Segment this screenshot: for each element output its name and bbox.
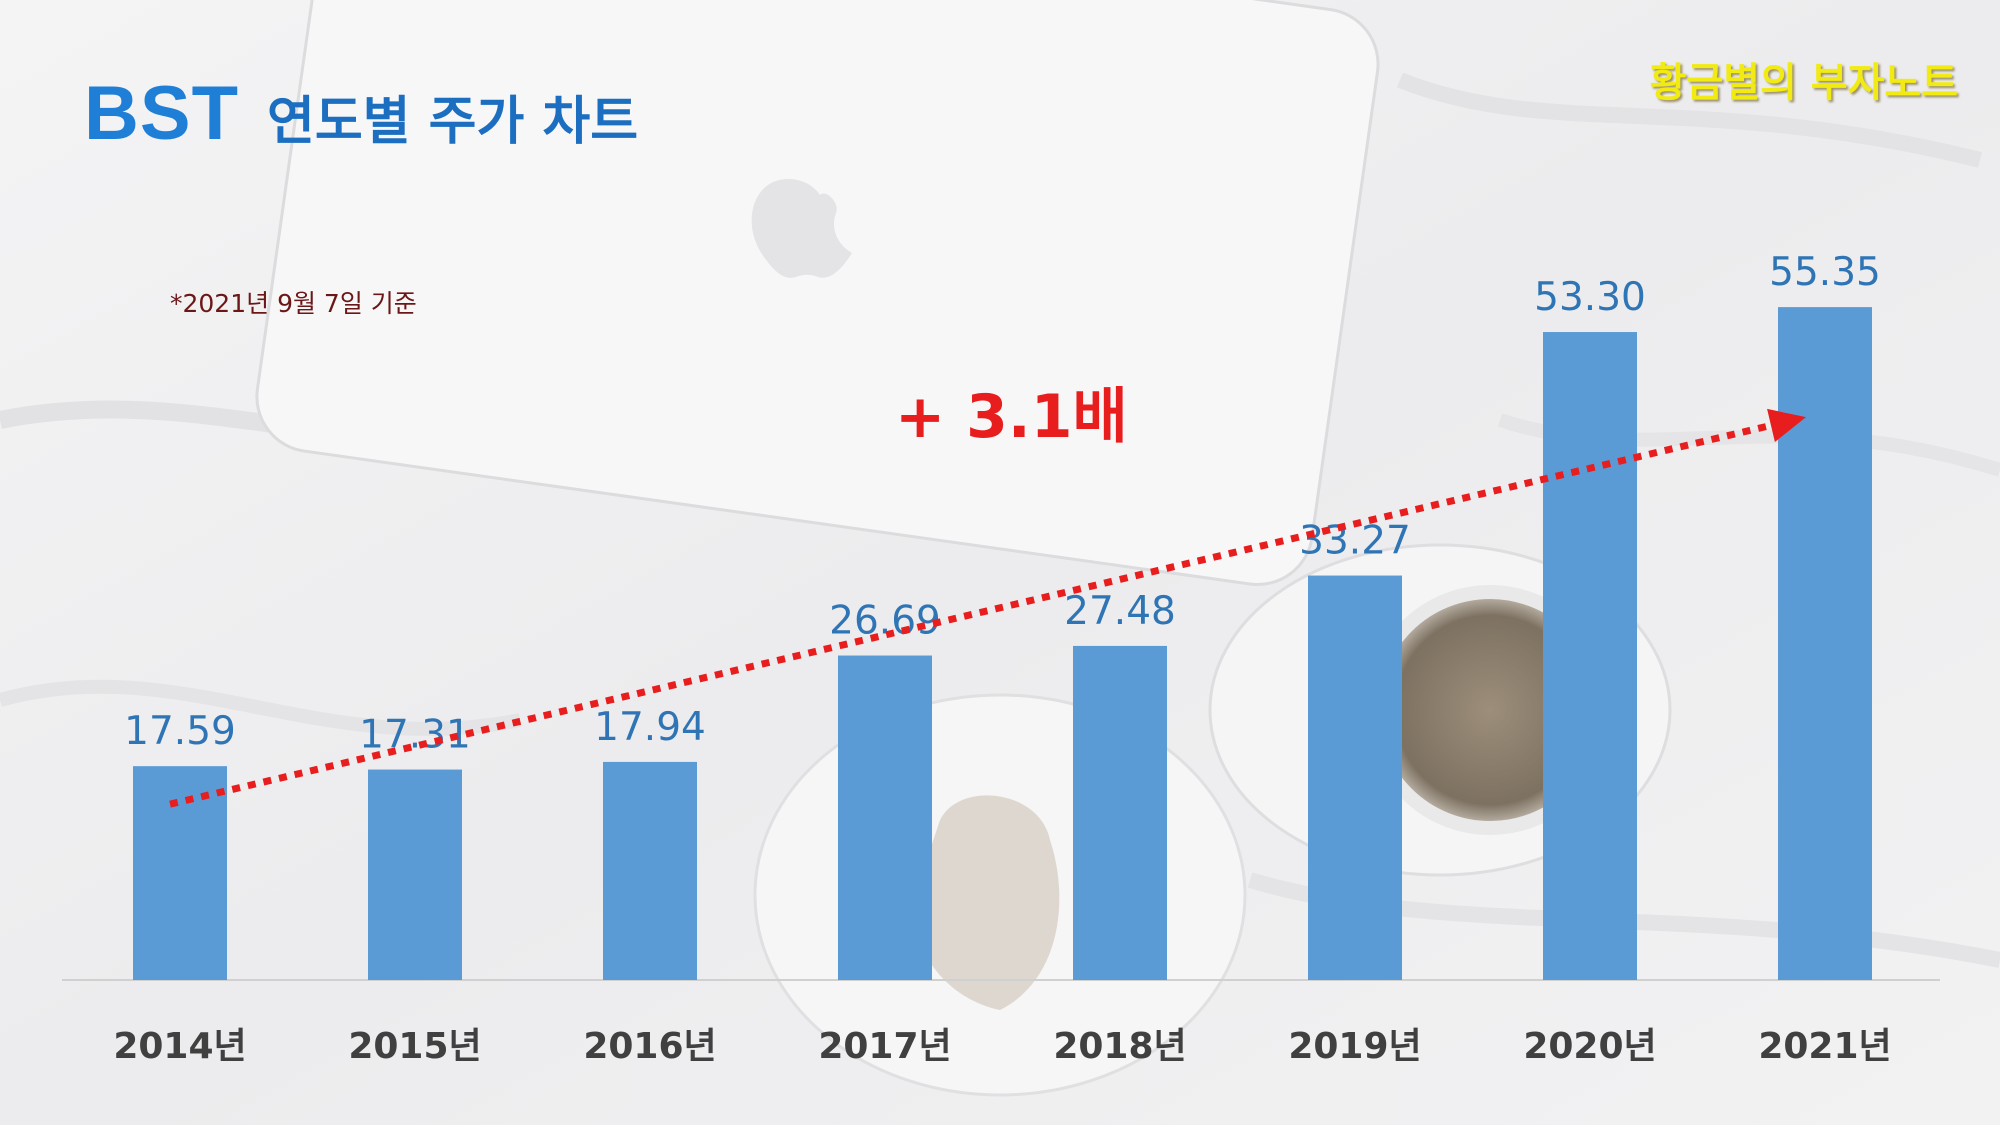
trend-arrow-line [169,418,1786,808]
category-label-7: 2021년 [1758,1026,1891,1067]
value-label-3: 26.69 [829,599,941,644]
category-label-5: 2019년 [1288,1026,1421,1067]
reference-date-note: *2021년 9월 7일 기준 [170,289,417,318]
bar-7 [1778,307,1872,980]
value-label-6: 53.30 [1534,275,1646,320]
value-label-0: 17.59 [124,709,236,754]
bar-1 [368,769,462,980]
apple-logo-icon [751,179,852,278]
trend-annotation-label: + 3.1배 [895,382,1128,452]
category-label-2: 2016년 [583,1026,716,1067]
bar-3 [838,655,932,980]
title-main: BST [84,71,239,156]
category-label-0: 2014년 [113,1026,246,1067]
category-label-4: 2018년 [1053,1026,1186,1067]
dessert-shape [915,795,1060,1010]
trend-arrow-head-icon [1767,408,1807,442]
bar-0 [133,766,227,980]
value-label-7: 55.35 [1769,250,1881,295]
value-label-4: 27.48 [1064,589,1176,634]
value-label-2: 17.94 [594,705,706,750]
bar-6 [1543,332,1637,981]
category-label-6: 2020년 [1523,1026,1656,1067]
category-label-3: 2017년 [818,1026,951,1067]
bar-4 [1073,645,1167,980]
bar-2 [603,761,697,980]
category-label-1: 2015년 [348,1026,481,1067]
brand-label: 황금별의 부자노트 [1649,60,1958,106]
chart-title: BST 연도별 주가 차트 [84,70,638,157]
title-sub: 연도별 주가 차트 [267,92,639,152]
bar-5 [1308,575,1402,980]
